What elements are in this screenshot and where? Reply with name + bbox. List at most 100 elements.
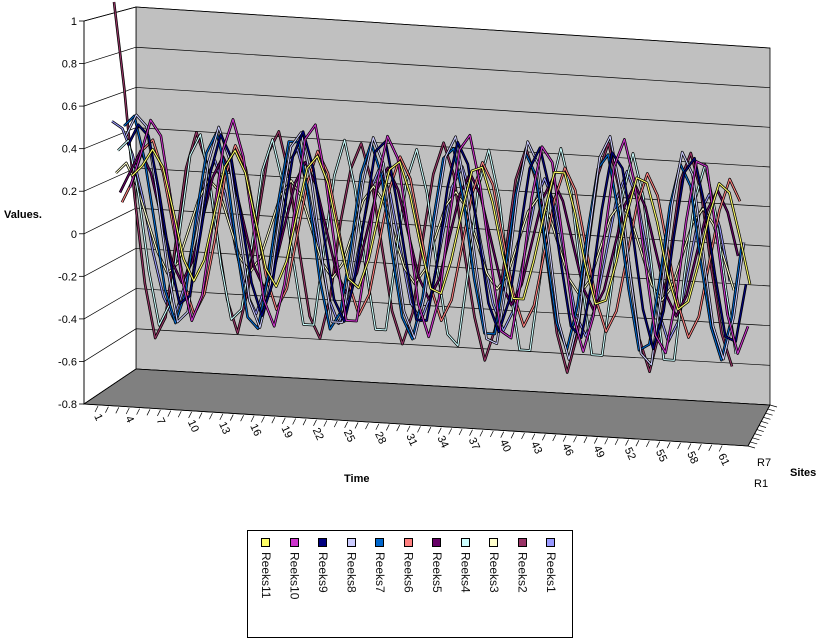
- legend-label: Reeks5: [430, 552, 444, 593]
- legend-item: Reeks11: [256, 538, 276, 634]
- y-gridline: [83, 6, 771, 49]
- x-tick-label: 1: [91, 412, 104, 423]
- x-tick: [157, 409, 161, 417]
- y-tick-label: 0: [71, 229, 77, 241]
- x-tick: [573, 436, 577, 443]
- y-tick-label: -0.2: [58, 271, 77, 283]
- y-gridline: [83, 368, 771, 406]
- y-tick-label: -0.6: [58, 356, 77, 368]
- x-tick: [94, 405, 99, 413]
- legend-swatch: [346, 538, 356, 547]
- legend-swatch: [432, 538, 441, 547]
- x-tick-label: 55: [653, 448, 669, 464]
- legend-swatch: [546, 538, 555, 547]
- series-line: [123, 115, 743, 361]
- chart-legend: Reeks11 Reeks10 Reeks9 Reeks8 Reeks7 Reeks6 Re…: [247, 530, 573, 638]
- x-tick: [354, 422, 359, 429]
- z-tick-label: R1: [754, 478, 768, 490]
- x-tick: [417, 426, 421, 433]
- legend-item: Reeks4: [456, 538, 476, 634]
- y-tick-label: 0.6: [62, 101, 77, 113]
- z-tick: [756, 429, 764, 432]
- x-tick: [500, 431, 505, 438]
- y-tick-label: 0.8: [62, 59, 77, 71]
- x-tick: [510, 432, 515, 439]
- y-gridline: [83, 46, 771, 89]
- x-axis-title: Time: [344, 473, 369, 485]
- legend-item: Reeks1: [541, 538, 561, 634]
- x-tick-label: 37: [466, 436, 482, 452]
- x-tick: [687, 443, 692, 450]
- x-tick: [333, 420, 338, 428]
- chart-walls: [82, 6, 771, 447]
- x-tick-label: 28: [372, 430, 388, 446]
- legend-swatch: [261, 538, 270, 547]
- z-tick: [750, 441, 758, 445]
- z-axis-title: Sites: [790, 467, 816, 479]
- z-tick: [765, 412, 773, 416]
- x-tick: [531, 433, 536, 440]
- z-tick: [747, 445, 756, 449]
- legend-item: Reeks7: [370, 538, 390, 634]
- x-tick-label: 58: [684, 450, 700, 466]
- x-tick: [271, 417, 276, 424]
- chart-axes: [79, 20, 778, 452]
- legend-item: Reeks10: [285, 538, 305, 634]
- x-tick: [656, 441, 661, 448]
- x-axis-line: [83, 403, 749, 447]
- x-tick-label: 22: [310, 426, 326, 442]
- x-tick: [406, 425, 411, 432]
- chart-series-layer: [111, 1, 752, 374]
- x-tick: [458, 428, 463, 436]
- x-tick: [666, 442, 671, 449]
- x-tick: [385, 424, 390, 431]
- x-tick: [448, 428, 453, 435]
- legend-item: Reeks9: [313, 538, 333, 634]
- x-tick-label: 46: [559, 442, 575, 458]
- z-tick: [761, 421, 769, 424]
- x-tick: [437, 427, 442, 434]
- x-tick-label: 49: [591, 444, 607, 460]
- x-tick: [604, 438, 609, 445]
- series-line: [117, 134, 737, 361]
- legend-item: Reeks3: [484, 538, 504, 634]
- x-tick: [136, 408, 140, 415]
- legend-item: Reeks6: [399, 538, 419, 634]
- x-tick-label: 25: [341, 428, 357, 444]
- z-tick-label: R7: [757, 457, 771, 469]
- z-tick: [767, 408, 775, 412]
- x-tick: [635, 440, 640, 447]
- legend-label: Reeks9: [316, 552, 330, 593]
- y-tick-label: -0.8: [58, 399, 77, 411]
- legend-swatch: [289, 538, 299, 547]
- x-tick: [594, 437, 598, 444]
- x-tick: [115, 407, 120, 414]
- x-tick: [209, 413, 213, 420]
- side-wall: [83, 6, 137, 405]
- legend-label: Reeks1: [544, 552, 558, 593]
- legend-label: Reeks11: [259, 552, 273, 599]
- x-tick: [489, 430, 494, 438]
- x-tick-label: 19: [279, 424, 295, 440]
- legend-item: Reeks8: [342, 538, 362, 634]
- legend-swatch: [517, 538, 527, 547]
- x-tick: [125, 407, 130, 415]
- x-tick: [583, 436, 588, 444]
- x-tick: [718, 445, 723, 452]
- z-tick: [769, 404, 778, 408]
- x-tick: [396, 424, 400, 432]
- y-tick-label: -0.4: [58, 314, 77, 326]
- series-line: [129, 118, 749, 355]
- x-tick: [281, 417, 286, 425]
- legend-label: Reeks3: [487, 552, 501, 593]
- legend-label: Reeks4: [458, 552, 473, 593]
- x-tick-label: 34: [435, 434, 451, 450]
- y-gridline: [83, 247, 771, 287]
- x-tick-label: 52: [622, 446, 638, 462]
- x-tick: [521, 432, 525, 440]
- legend-label: Reeks10: [287, 552, 302, 600]
- x-tick: [198, 412, 203, 419]
- x-tick: [427, 426, 432, 434]
- y-axis-title: Values.: [4, 209, 42, 221]
